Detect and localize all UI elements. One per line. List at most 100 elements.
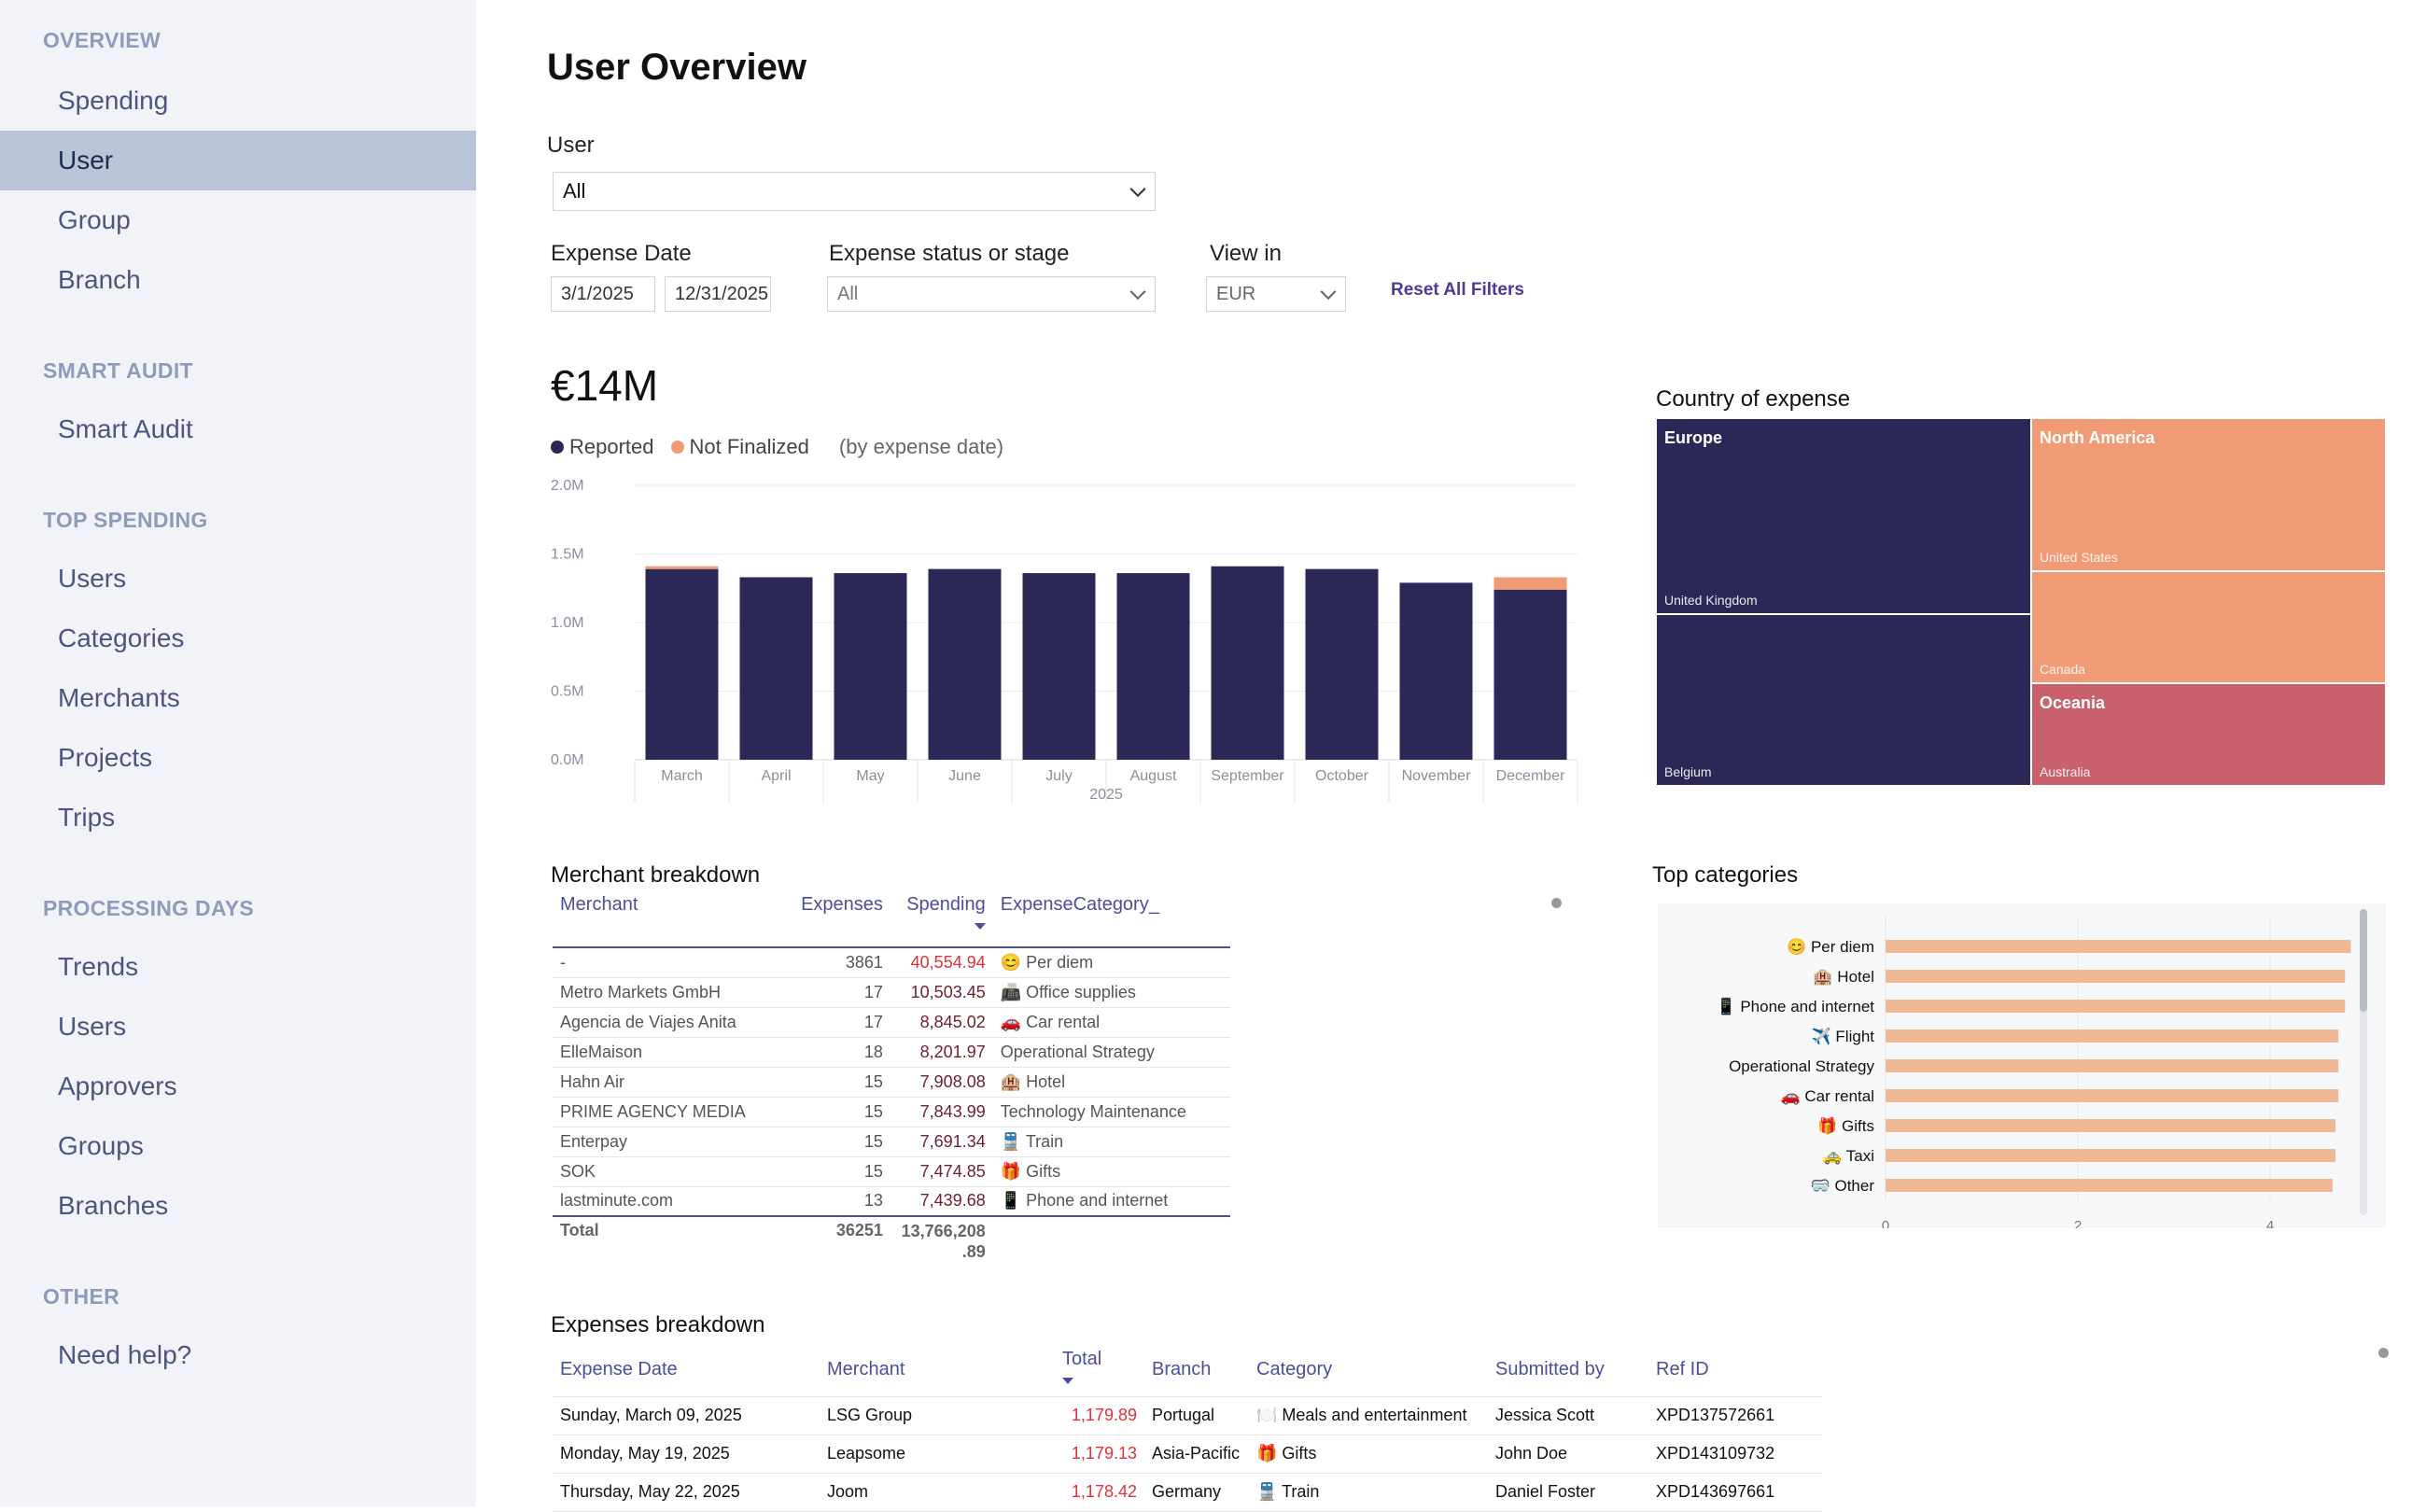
category-bar[interactable] [1886,1149,2336,1162]
spending-cell: 40,554.94 [890,947,993,978]
date-to-input[interactable]: 12/31/2025 [665,276,771,312]
table-row[interactable]: Sunday, March 09, 2025 LSG Group 1,179.89 P… [553,1396,1822,1435]
sidebar-item-need-help[interactable]: Need help? [58,1340,192,1369]
column-header-spending[interactable]: Spending [890,894,993,948]
column-header-expense-category[interactable]: ExpenseCategory_ [992,894,1230,948]
y-tick-label: 0.0M [551,752,584,768]
category-bar[interactable] [1886,1000,2346,1013]
bar-reported[interactable] [645,568,719,760]
column-header-category[interactable]: Category [1249,1344,1488,1397]
bar-reported[interactable] [1022,573,1096,760]
sidebar-item-processing-users[interactable]: Users [58,1012,127,1041]
reset-all-filters-button[interactable]: Reset All Filters [1391,280,1524,300]
table-row[interactable]: Hahn Air 15 7,908.08 🏨 Hotel [553,1067,1230,1098]
merchant-cell: - [553,947,794,978]
table-row[interactable]: Metro Markets GmbH 17 10,503.45 📠 Office su… [553,977,1230,1008]
category-bar[interactable] [1886,1119,2336,1132]
bar-not-finalized[interactable] [645,566,719,569]
sidebar-item-branch[interactable]: Branch [58,265,141,294]
column-header-total[interactable]: Total [1055,1344,1144,1397]
category-label: 📱 Phone and internet [1716,997,1874,1015]
table-row[interactable]: PRIME AGENCY MEDIA 15 7,843.99 Technology M… [553,1097,1230,1127]
chevron-down-icon [1320,284,1337,301]
expenses-breakdown-table: Expense Date Merchant Total Branch Categ… [553,1344,1822,1512]
column-header-submitted-by[interactable]: Submitted by [1488,1344,1648,1397]
treemap-cell-australia[interactable]: Oceania Australia [2031,683,2386,786]
column-header-branch[interactable]: Branch [1144,1344,1249,1397]
more-options-dot[interactable] [2378,1348,2389,1358]
sidebar-item-smart-audit[interactable]: Smart Audit [58,414,193,443]
sidebar-item-approvers[interactable]: Approvers [58,1071,177,1100]
user-select[interactable]: All [553,172,1156,211]
bar-reported[interactable] [1116,573,1190,760]
bar-reported[interactable] [834,573,907,760]
sidebar-section-top-spending: TOP SPENDING [43,508,208,532]
sidebar-item-merchants[interactable]: Merchants [58,683,180,712]
sidebar: OVERVIEW Spending User Group Branch SMAR… [0,0,476,1506]
bar-reported[interactable] [1399,582,1473,760]
sidebar-item-group[interactable]: Group [58,205,131,234]
expense-date-cell: Thursday, May 22, 2025 [553,1473,820,1512]
treemap-cell-canada[interactable]: Canada [2031,571,2386,683]
bar-reported[interactable] [739,577,813,760]
currency-value: EUR [1216,283,1256,304]
table-row[interactable]: Monday, May 19, 2025 Leapsome 1,179.13 Asia… [553,1435,1822,1474]
treemap-cell-united-kingdom[interactable]: Europe United Kingdom [1656,418,2031,614]
bar-not-finalized[interactable] [1493,577,1567,590]
table-row[interactable]: Agencia de Viajes Anita 17 8,845.02 🚗 Car r… [553,1007,1230,1038]
sidebar-item-projects[interactable]: Projects [58,743,153,772]
treemap-cell-united-states[interactable]: North America United States [2031,418,2386,571]
sidebar-item-trips[interactable]: Trips [58,803,116,832]
table-row[interactable]: Thursday, May 22, 2025 Joom 1,178.42 German… [553,1473,1822,1512]
category-cell: 😊 Per diem [992,947,1230,978]
more-options-dot[interactable] [1551,898,1562,908]
column-header-expense-date[interactable]: Expense Date [553,1344,820,1397]
legend-note: (by expense date) [838,435,1004,458]
bar-reported[interactable] [1305,568,1379,760]
sidebar-item-groups[interactable]: Groups [58,1131,144,1160]
sidebar-section-other: OTHER [43,1284,119,1309]
column-header-expenses[interactable]: Expenses [793,894,890,948]
treemap-label-united-states: United States [2040,550,2119,565]
category-bar[interactable] [1886,1179,2333,1192]
sidebar-item-trends[interactable]: Trends [58,952,139,981]
y-tick-label: 1.5M [551,547,584,563]
treemap-region-north-america: North America [2040,428,2155,447]
total-cell: 1,179.13 [1055,1435,1144,1474]
bar-reported[interactable] [1493,589,1567,760]
category-bar[interactable] [1886,940,2351,953]
column-header-total-label: Total [1062,1348,1102,1369]
table-row[interactable]: SOK 15 7,474.85 🎁 Gifts [553,1156,1230,1187]
categories-scrollbar-thumb[interactable] [2360,909,2367,1012]
sidebar-item-user[interactable]: User [0,131,476,190]
column-header-ref-id[interactable]: Ref ID [1648,1344,1822,1397]
categories-scrollbar-track[interactable] [2360,909,2367,1215]
column-header-merchant[interactable]: Merchant [553,894,794,948]
category-bar[interactable] [1886,1029,2339,1043]
bar-reported[interactable] [1211,566,1284,760]
sidebar-item-categories[interactable]: Categories [58,623,185,652]
date-from-input[interactable]: 3/1/2025 [551,276,655,312]
table-row[interactable]: -3861 40,554.94 😊 Per diem [553,947,1230,978]
column-header-merchant[interactable]: Merchant [820,1344,1055,1397]
table-row[interactable]: Enterpay 15 7,691.34 🚆 Train [553,1127,1230,1157]
category-bar[interactable] [1886,1089,2339,1102]
sidebar-item-spending[interactable]: Spending [58,86,169,115]
category-label: 🥽 Other [1811,1177,1875,1195]
currency-select[interactable]: EUR [1206,276,1346,312]
table-row[interactable]: ElleMaison 18 8,201.97 Operational Strategy [553,1037,1230,1068]
sidebar-item-branches[interactable]: Branches [58,1191,169,1220]
expense-status-select[interactable]: All [827,276,1156,312]
sidebar-item-top-users[interactable]: Users [58,564,127,593]
category-bar[interactable] [1886,1059,2339,1072]
y-tick-label: 1.0M [551,615,584,631]
expense-status-value: All [837,283,859,304]
merchant-cell: LSG Group [820,1396,1055,1435]
category-label: 🏨 Hotel [1813,968,1874,987]
category-cell: 🏨 Hotel [992,1067,1230,1098]
category-bar[interactable] [1886,970,2346,983]
table-row[interactable]: lastminute.com 13 7,439.68 📱 Phone and inte… [553,1186,1230,1217]
treemap-cell-belgium[interactable]: Belgium [1656,614,2031,786]
top-categories-chart: 0 2 4 😊 Per diem 🏨 Hotel 📱 Phone and internet… [1716,917,2351,1234]
bar-reported[interactable] [928,568,1002,760]
